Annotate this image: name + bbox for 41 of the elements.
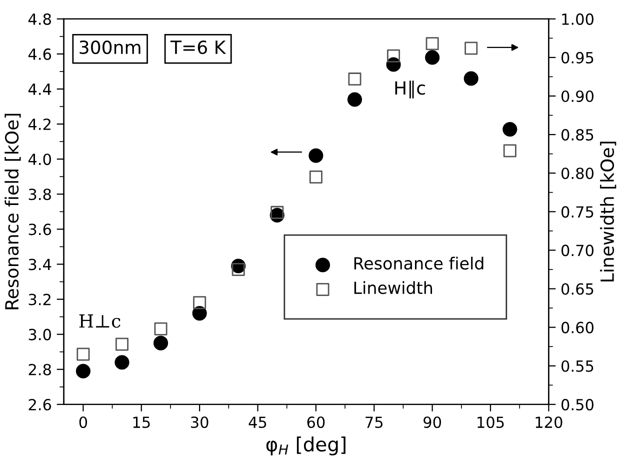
y2-tick-label: 0.60 [561,322,594,334]
annotation: H∥c [395,80,425,98]
x-axis-title: φ$_{H}$ [deg] [266,436,346,456]
x-tick-label: 60 [307,416,325,428]
annotation: 300nm [80,40,140,54]
y-tick-label: 3.2 [28,294,50,306]
y-tick-label: 4.4 [28,84,52,95]
y-tick-label: 2.8 [28,364,51,376]
y-tick-label: 4.8 [28,13,51,25]
y-tick-label: 2.6 [28,398,52,410]
x-tick-label: 120 [536,416,562,428]
y2-tick-label: 1.00 [562,13,594,25]
y-axis-title: Resonance field [kOe] [4,114,21,310]
y-tick-label: 4.6 [28,48,52,60]
y2-tick-label: 0.95 [561,52,594,64]
y2-tick-label: 0.75 [561,206,594,218]
y2-tick-label: 0.65 [561,283,594,295]
legend-label: Resonance field [354,256,484,270]
y2-tick-label: 0.55 [561,360,594,372]
y-tick-label: 4.2 [28,118,50,130]
x-tick-label: 30 [191,416,208,428]
x-tick-label: 90 [424,416,442,428]
y-tick-label: 3.6 [28,224,52,236]
x-tick-label: 75 [366,416,383,428]
y2-tick-label: 0.80 [561,168,594,180]
y-tick-label: 3.8 [28,188,51,200]
annotation: T=6 K [170,40,226,54]
y2-tick-label: 0.85 [561,129,594,141]
y-tick-label: 4.0 [28,154,51,166]
y2-axis-title: Linewidth [kOe] [600,142,616,282]
x-tick-label: 15 [133,416,150,428]
legend-label: Linewidth [354,281,432,294]
y-tick-label: 3.0 [28,328,51,340]
annotation: H⊥c [79,314,120,328]
y2-tick-label: 0.90 [561,90,594,102]
y-tick-label: 3.4 [28,258,52,270]
x-tick-label: 45 [248,416,266,428]
y2-tick-label: 0.70 [561,244,594,256]
x-tick-label: 105 [478,416,504,428]
y2-tick-label: 0.50 [561,398,594,410]
x-tick-label: 0 [79,416,88,428]
